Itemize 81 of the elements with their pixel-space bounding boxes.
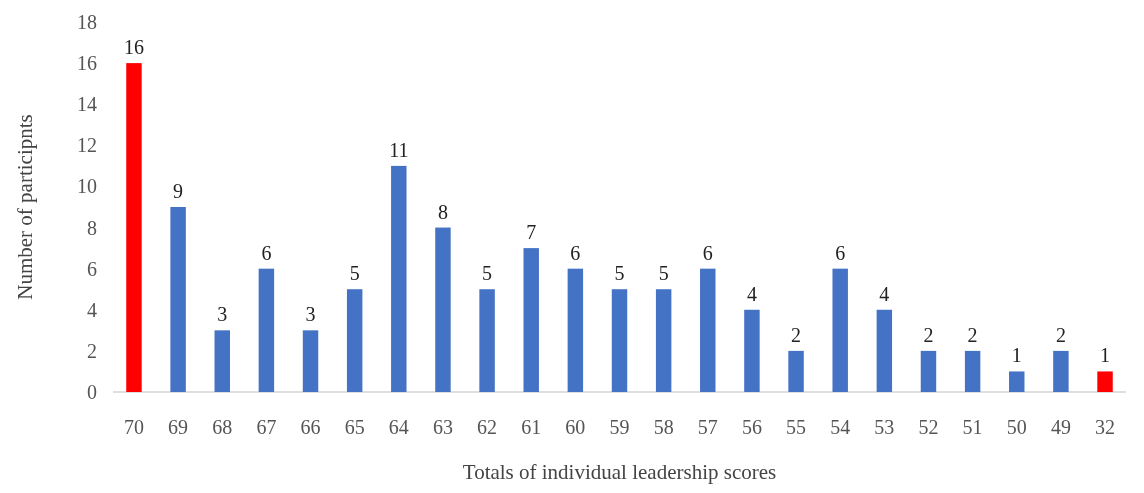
x-tick-label: 55 [786,416,807,438]
data-label: 5 [482,262,493,285]
data-label: 16 [123,36,144,59]
x-tick-label: 69 [168,416,189,438]
data-label: 6 [702,241,713,264]
data-label: 4 [879,282,890,305]
bar [832,268,848,392]
x-tick-label: 64 [388,416,409,438]
x-tick-label: 60 [565,416,586,438]
data-label: 6 [261,241,272,264]
bar [964,350,981,392]
bar [391,165,407,392]
data-label: 1 [1011,344,1022,367]
data-label: 2 [967,323,978,346]
data-label: 5 [658,262,669,285]
data-label: 5 [349,262,360,285]
x-tick-label: 68 [212,416,233,438]
data-label: 1 [1100,344,1111,367]
x-tick-label: 58 [653,416,674,438]
x-tick-label: 65 [344,416,365,438]
data-label: 11 [389,138,409,161]
bar [1053,350,1069,392]
data-label: 2 [1055,323,1066,346]
y-tick-label: 4 [87,298,97,321]
x-tick-label: 52 [918,416,939,438]
x-tick-label: 63 [432,416,453,438]
data-label: 4 [746,282,757,305]
bar [876,309,893,392]
bar [258,268,275,392]
bar [523,248,539,392]
bar [170,207,186,392]
data-label: 3 [305,303,316,326]
bar [1009,371,1025,392]
data-label: 2 [923,323,934,346]
data-label: 8 [437,200,448,223]
y-tick-label: 0 [87,381,97,403]
bar [567,268,584,392]
bar [479,289,495,392]
y-tick-label: 16 [77,52,97,75]
x-axis-title: Totals of individual leadership scores [462,460,777,484]
y-axis-title: Number of participnts [13,114,37,300]
x-tick-label: 61 [521,416,542,438]
x-tick-label: 56 [741,416,762,438]
x-tick-label: 32 [1095,416,1116,438]
bar [302,330,319,392]
bar [655,289,672,392]
data-label: 2 [791,323,802,346]
y-tick-label: 2 [87,339,97,362]
x-tick-label: 67 [256,416,277,438]
bar [346,289,363,392]
data-label: 6 [570,241,581,264]
x-tick-label: 51 [962,416,983,438]
x-tick-label: 50 [1006,416,1027,438]
x-tick-label: 57 [697,416,718,438]
x-tick-label: 54 [830,416,851,438]
bar [611,289,628,392]
y-tick-label: 14 [77,93,97,116]
data-label: 7 [526,221,537,244]
x-tick-label: 70 [123,416,144,438]
y-tick-label: 12 [77,134,97,157]
y-tick-label: 6 [87,257,97,280]
y-tick-label: 10 [77,175,97,198]
y-tick-label: 18 [77,11,97,33]
data-label: 6 [835,241,846,264]
bar [744,309,760,392]
data-label: 5 [614,262,625,285]
x-tick-label: 66 [300,416,321,438]
bar [214,330,230,392]
data-label: 3 [217,303,228,326]
x-tick-label: 49 [1050,416,1071,438]
x-tick-label: 59 [609,416,630,438]
bar [700,268,716,392]
bar [126,63,142,392]
bar [788,350,804,392]
bar [435,227,451,392]
y-tick-label: 8 [87,216,97,239]
bar [1097,371,1113,392]
x-tick-label: 53 [874,416,895,438]
x-tick-label: 62 [477,416,498,438]
data-label: 9 [173,180,184,202]
bar [920,350,937,392]
